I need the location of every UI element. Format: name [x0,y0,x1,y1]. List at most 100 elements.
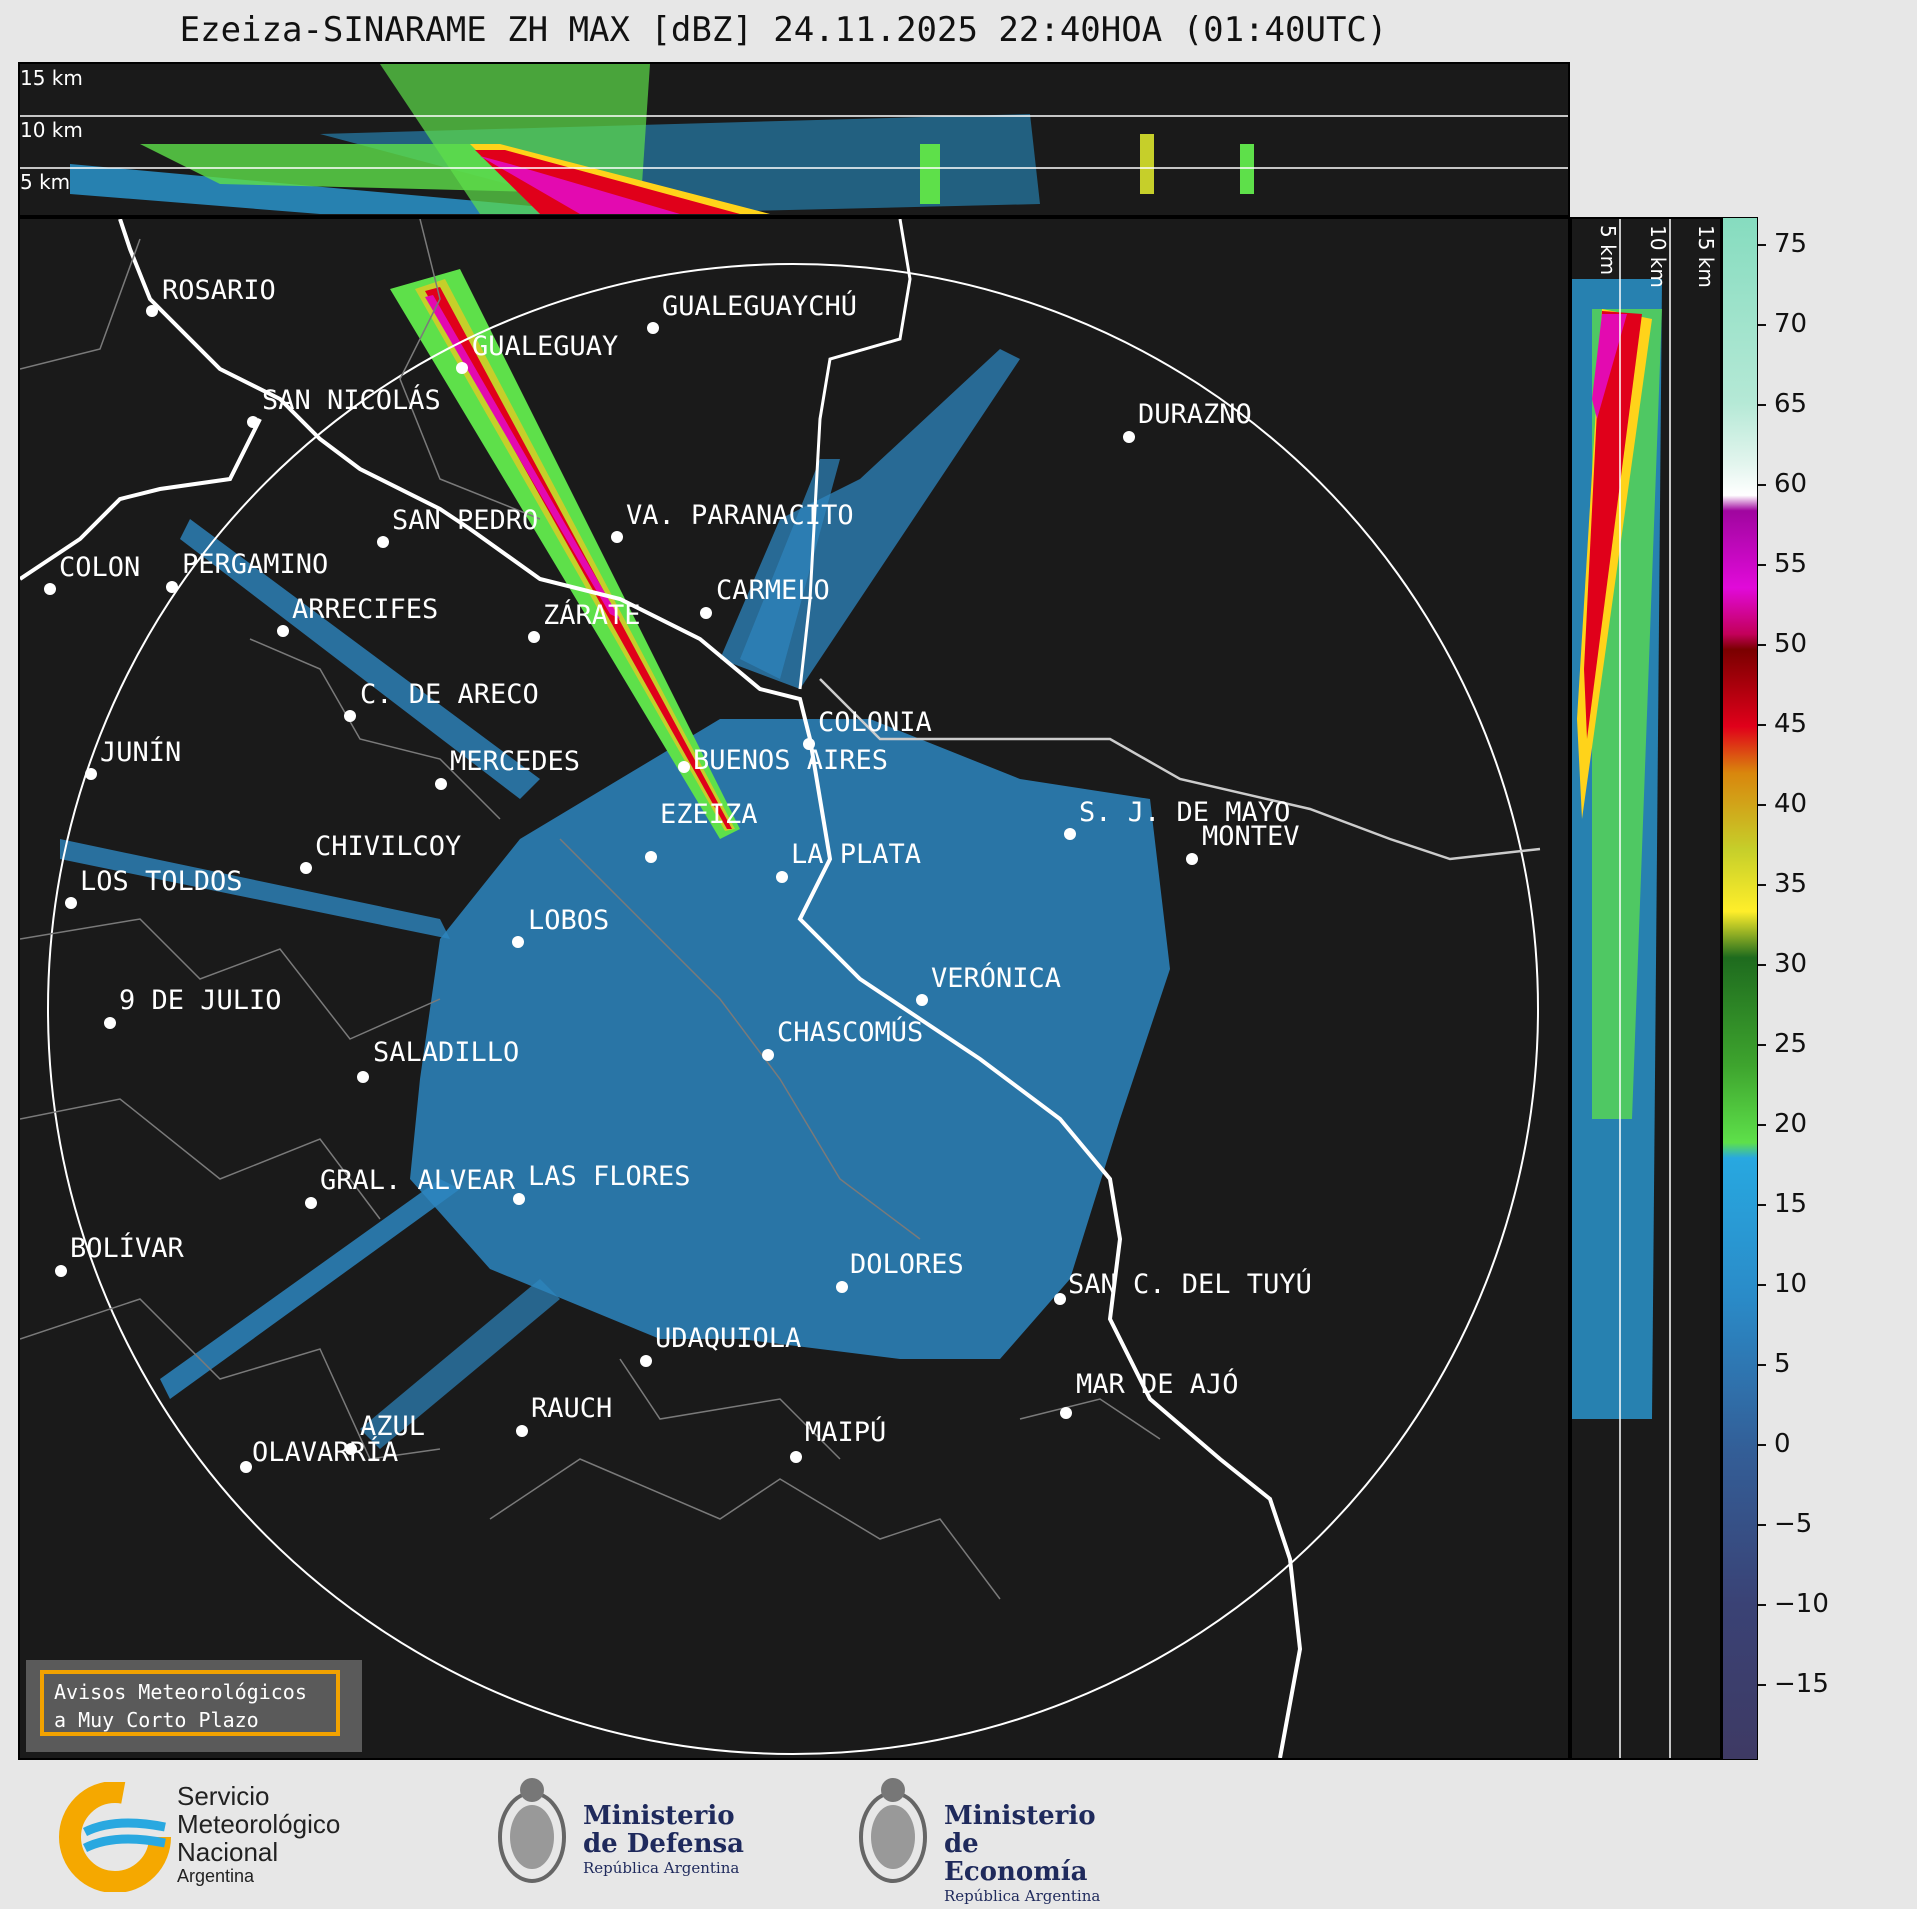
top-height-profile: 15 km 10 km 5 km [18,62,1570,217]
warning-link[interactable]: Avisos Meteorológicos a Muy Corto Plazo [40,1670,340,1736]
smn-line-2: Meteorológico [177,1809,341,1839]
city-dot [247,416,259,428]
city-dot [305,1197,317,1209]
city-label-va-paranacito: VA. PARANACITO [626,500,854,531]
city-dot [456,362,468,374]
city-dot [700,607,712,619]
city-dot [55,1265,67,1277]
city-markers: ROSARIO GUALEGUAYCHÚ GUALEGUAY SAN NICOL… [20,219,1568,1758]
city-label-la-plata: LA PLATA [791,839,922,870]
city-label-bolivar: BOLÍVAR [70,1233,184,1264]
city-dot [836,1281,848,1293]
range-ring [47,263,1539,1755]
city-label-durazno: DURAZNO [1138,399,1252,430]
city-dot [1123,431,1135,443]
city-dot [678,761,690,773]
city-label-gral-alvear: GRAL. ALVEAR [320,1165,516,1196]
city-label-colon: COLON [59,552,141,583]
colorbar-tick: 40 [1757,789,1807,819]
chart-title: Ezeiza-SINARAME ZH MAX [dBZ] 24.11.2025 … [179,10,1388,50]
city-dot [645,851,657,863]
city-label-carmelo: CARMELO [716,575,830,606]
smn-logo-icon [59,1782,171,1892]
city-label-zarate: ZÁRATE [543,600,641,631]
city-dot [277,625,289,637]
city-label-azul: AZUL [360,1411,426,1442]
defensa-line-2: de Defensa [583,1829,744,1859]
city-dot [1186,853,1198,865]
economia-logo: Ministerio de Economía República Argenti… [856,1772,1116,1905]
city-dot [1054,1293,1066,1305]
height-label-5km: 5 km [20,170,71,194]
city-dot [512,936,524,948]
top-profile-graphic [20,64,1568,214]
city-dot [65,897,77,909]
height-label-15km: 15 km [20,66,83,90]
city-label-dolores: DOLORES [850,1249,964,1280]
colorbar-tick: 75 [1757,229,1807,259]
city-label-rosario: ROSARIO [162,275,276,306]
colorbar-tick: −5 [1757,1509,1812,1539]
city-dot [647,322,659,334]
city-label-maipu: MAIPÚ [805,1417,887,1448]
defensa-logo: Ministerio de Defensa República Argentin… [495,1772,755,1892]
economia-line-3: República Argentina [944,1887,1101,1905]
city-dot [513,1193,525,1205]
colorbar-tick: 65 [1757,389,1807,419]
warning-box[interactable]: Avisos Meteorológicos a Muy Corto Plazo [26,1660,362,1752]
colorbar-tick: 50 [1757,629,1807,659]
colorbar-tick: −10 [1758,1589,1829,1619]
city-label-9-de-julio: 9 DE JULIO [119,985,282,1016]
city-label-chivilcoy: CHIVILCOY [315,831,462,862]
city-label-chascomus: CHASCOMÚS [777,1017,924,1048]
colorbar-tick: 15 [1757,1189,1807,1219]
city-label-veronica: VERÓNICA [931,963,1062,994]
city-label-pergamino: PERGAMINO [182,549,329,580]
city-dot [104,1017,116,1029]
coat-of-arms-icon [498,1778,566,1883]
city-label-mercedes: MERCEDES [450,746,581,777]
radar-map-graphic [20,219,1541,1758]
city-label-junin: JUNÍN [100,737,182,768]
city-dot [344,710,356,722]
city-label-montev: MONTEV [1202,821,1300,852]
city-dot [762,1049,774,1061]
city-dot [85,768,97,780]
city-dot [916,994,928,1006]
side-height-label-10km: 10 km [1646,225,1670,288]
smn-logo: Servicio Meteorológico Nacional Argentin… [55,1782,395,1892]
coat-of-arms-icon [859,1778,927,1883]
warning-line-2: a Muy Corto Plazo [54,1708,259,1732]
defensa-line-1: Ministerio [583,1801,735,1831]
colorbar-tick: 30 [1757,949,1807,979]
city-dot [377,536,389,548]
city-dot [803,738,815,750]
city-dot [776,871,788,883]
smn-line-1: Servicio [177,1781,270,1811]
city-dot [44,583,56,595]
city-label-udaquiola: UDAQUIOLA [655,1323,802,1354]
colorbar-tick: 55 [1757,549,1807,579]
smn-line-4: Argentina [177,1866,255,1886]
city-label-colonia: COLONIA [818,707,932,738]
city-dot [1060,1407,1072,1419]
city-dot [146,305,158,317]
dbz-colorbar [1722,217,1758,1760]
warning-line-1: Avisos Meteorológicos [54,1680,307,1704]
city-dot [516,1425,528,1437]
city-label-c-de-areco: C. DE ARECO [360,679,539,710]
city-label-gualeguay: GUALEGUAY [472,331,619,362]
defensa-line-3: República Argentina [583,1859,740,1877]
city-dot [166,581,178,593]
side-height-label-15km: 15 km [1694,225,1718,288]
city-label-arrecifes: ARRECIFES [292,594,439,625]
city-dot [640,1355,652,1367]
colorbar-tick: 70 [1757,309,1807,339]
side-height-profile: 5 km 10 km 15 km [1570,217,1722,1760]
city-label-lobos: LOBOS [528,905,610,936]
economia-line-2: de Economía [944,1829,1088,1887]
colorbar-tick: 45 [1757,709,1807,739]
city-label-ezeiza: EZEIZA [660,799,758,830]
colorbar-tick: 10 [1757,1269,1807,1299]
city-dot [1064,828,1076,840]
